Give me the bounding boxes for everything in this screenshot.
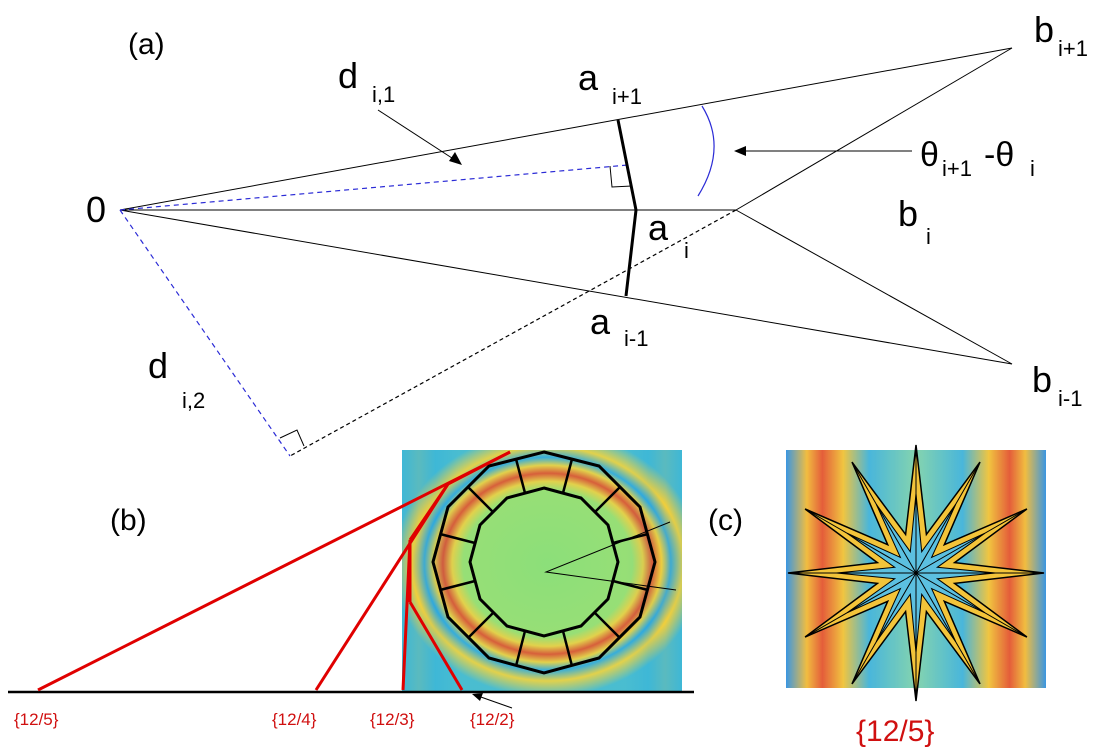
star-spoke [915,572,1028,638]
theta-ip1-symbol: θ [920,136,939,174]
panel-c-label: (c) [708,504,743,537]
edge-bi-bim1 [735,209,1013,365]
star-spoke [804,508,917,574]
a-ip1-subscript: i+1 [612,84,642,109]
panel-c: (c) {12/5} [708,444,1046,748]
star-spoke [915,572,981,685]
panel-b-label: (b) [110,504,147,537]
dodecagon-spokes [439,458,649,667]
star-spoke [915,461,981,574]
field-ring-b [402,450,682,692]
star-label-12-4: {12/4} [272,710,317,729]
red-line-12-4-top [447,450,511,486]
theta-ip1-subscript: i+1 [942,156,972,181]
star-spoke [915,508,1028,574]
star-label-12-5: {12/5} [14,710,59,729]
panel-b: (b) [8,450,694,729]
panel-c-caption: {12/5} [856,715,934,748]
b-i-label: b [898,193,918,234]
origin-label: 0 [86,189,106,230]
panel-a: (a) 0 d i,1 d i,2 a i+1 a [86,9,1088,457]
b-im1-label: b [1032,359,1052,400]
edge-bi-bip1 [735,47,1013,211]
perpendicular-d-i1 [119,164,629,211]
a-ip1-label: a [578,57,599,98]
outer-dodecagon [431,450,657,675]
sector-wedge [544,521,677,591]
d-i1-arrowhead [449,152,462,165]
inner-dodecagon [468,486,620,638]
b-im1-subscript: i-1 [1058,386,1082,411]
perpendicular-d-i2 [119,209,291,457]
a-i-subscript: i [684,238,689,263]
panel-a-label: (a) [128,28,165,61]
star-label-12-3: {12/3} [370,710,415,729]
ray-to-b-i-1 [119,209,1013,365]
ray-to-b-i+1 [119,47,1013,211]
extended-edge [289,209,737,457]
angle-arrowhead [734,146,746,156]
red-line-12-3-top [408,483,450,541]
d-i1-arrow-line [377,109,456,161]
red-line-12-2 [408,601,464,691]
theta-i-subscript: i [1030,156,1035,181]
a-im1-label: a [590,301,611,342]
star-spokes [788,445,1044,701]
label-arrowhead-12-2 [472,693,483,701]
b-ip1-label: b [1034,9,1054,50]
angle-arc [697,105,715,197]
theta-i-symbol: -θ [984,136,1014,174]
star-label-12-2: {12/2} [470,710,515,729]
a-im1-subscript: i-1 [624,326,648,351]
red-line-12-5 [37,450,511,692]
d-i1-subscript: i,1 [372,82,395,107]
a-i-label: a [648,207,669,248]
inner-polygon-edges [616,119,638,297]
b-i-subscript: i [926,224,931,249]
right-angle-marker-2 [279,429,305,447]
label-arrow-12-2 [477,695,513,709]
star-spoke [851,572,917,685]
d-i2-label: d [148,345,168,386]
b-ip1-subscript: i+1 [1058,36,1088,61]
d-i2-subscript: i,2 [182,388,205,413]
d-i1-label: d [338,55,358,96]
right-angle-marker-1 [609,165,633,188]
star-spoke [804,572,917,638]
star-spoke [851,461,917,574]
